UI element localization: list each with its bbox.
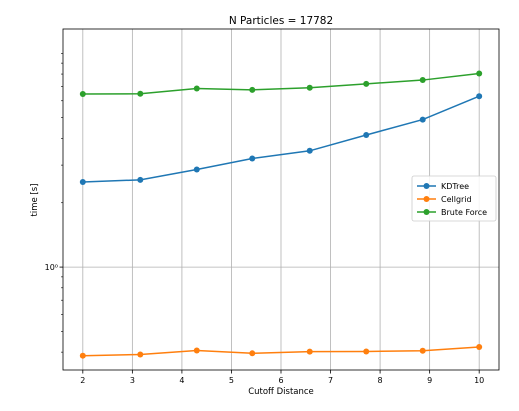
x-axis-ticks: 2 3 4 5 6 7 8 9 10 (80, 370, 484, 385)
data-point-cellgrid (193, 347, 200, 354)
x-tick-label: 10 (474, 376, 484, 385)
data-point-cellgrid (363, 348, 370, 355)
legend-box (411, 175, 497, 222)
series-line-kdtree (82, 95, 480, 183)
data-point-kdtree (137, 176, 144, 183)
x-tick-label: 8 (378, 376, 383, 385)
legend-marker-cellgrid (423, 196, 430, 202)
data-point-cellgrid (137, 351, 144, 358)
data-point-kdtree (363, 131, 370, 138)
data-point-cellgrid (306, 348, 313, 355)
data-point-kdtree (193, 166, 200, 173)
x-tick-label: 7 (328, 376, 333, 385)
y-tick-label: 10⁰ (45, 263, 58, 272)
data-point-cellgrid (79, 352, 86, 359)
data-point-kdtree (79, 179, 86, 186)
x-axis-label: Cutoff Distance (248, 387, 314, 397)
x-tick-label: 2 (80, 376, 85, 385)
series-line-cellgrid (82, 346, 480, 357)
legend-label-brute-force: Brute Force (441, 208, 487, 217)
x-tick-label: 5 (229, 376, 234, 385)
data-point-cellgrid (419, 347, 426, 354)
data-point-brute-force (363, 80, 370, 87)
data-series (79, 70, 483, 359)
x-tick-label: 6 (278, 376, 283, 385)
legend: KDTree Cellgrid Brute Force (411, 175, 497, 222)
legend-marker-kdtree (423, 183, 430, 189)
plot-area-frame (62, 28, 500, 371)
data-point-brute-force (306, 84, 313, 91)
chart-title: N Particles = 17782 (229, 15, 333, 27)
data-point-kdtree (306, 147, 313, 154)
data-point-brute-force (79, 91, 86, 98)
data-point-kdtree (419, 116, 426, 123)
data-point-cellgrid (249, 350, 256, 357)
data-point-brute-force (249, 86, 256, 93)
data-point-brute-force (137, 90, 144, 97)
x-tick-label: 3 (130, 376, 135, 385)
x-tick-label: 4 (179, 376, 184, 385)
data-point-cellgrid (476, 343, 483, 350)
grid (63, 29, 499, 370)
data-point-brute-force (419, 77, 426, 84)
data-point-kdtree (249, 155, 256, 162)
series-line-brute-force (82, 72, 480, 95)
legend-marker-brute-force (423, 209, 430, 215)
legend-label-cellgrid: Cellgrid (441, 195, 472, 204)
x-tick-label: 9 (427, 376, 432, 385)
y-axis-label: time [s] (30, 184, 40, 217)
legend-label-kdtree: KDTree (441, 182, 469, 191)
data-point-kdtree (476, 93, 483, 100)
data-point-brute-force (476, 70, 483, 77)
data-point-brute-force (193, 85, 200, 92)
